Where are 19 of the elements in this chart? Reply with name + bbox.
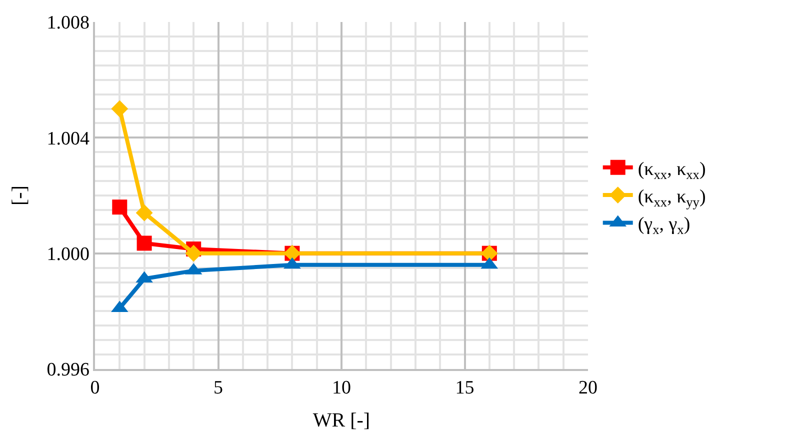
y-axis-title: [-] xyxy=(8,186,31,206)
y-tick-label: 0.996 xyxy=(46,360,90,381)
legend-label: (κ$_{xx}$, κ$_{yy}$) xyxy=(638,186,706,210)
x-tick-label: 10 xyxy=(332,378,351,399)
point xyxy=(185,244,202,262)
legend-label: (κ$_{xx}$, κ$_{xx}$) xyxy=(638,158,706,182)
x-axis-title: WR [-] xyxy=(312,410,370,432)
y-tick-label: 1.000 xyxy=(46,244,90,265)
x-tick-label: 5 xyxy=(214,378,223,399)
x-tick-label: 0 xyxy=(90,378,100,399)
legend-label: (γ$_{x}$, γ$_{x}$) xyxy=(638,214,690,238)
point xyxy=(112,200,128,215)
x-tick-label: 20 xyxy=(578,378,598,399)
y-tick-label: 1.008 xyxy=(46,12,90,34)
x-tick-label: 15 xyxy=(455,378,474,399)
point xyxy=(111,100,128,118)
point xyxy=(136,204,153,222)
point xyxy=(136,236,152,251)
y-tick-label: 1.004 xyxy=(46,128,90,150)
